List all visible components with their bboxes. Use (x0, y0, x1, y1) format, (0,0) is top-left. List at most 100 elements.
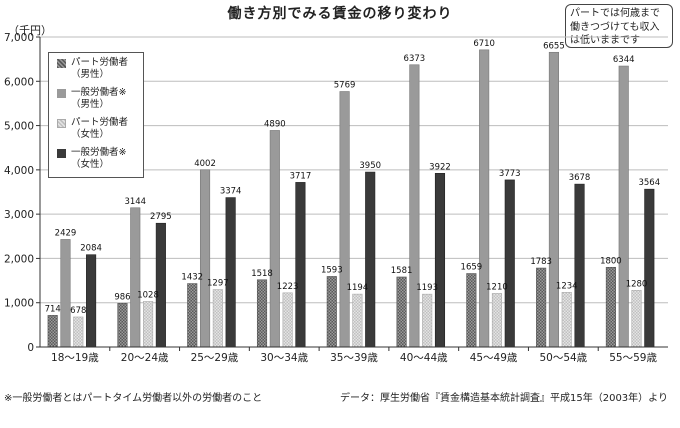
y-tick-label: 0 (27, 342, 34, 354)
x-tick-label: 30～34歳 (260, 352, 308, 364)
bar (466, 273, 477, 348)
bar (225, 197, 236, 348)
data-label: 1193 (416, 283, 438, 293)
legend-swatch (57, 149, 66, 158)
data-label: 2429 (55, 228, 77, 238)
legend-swatch (57, 59, 66, 68)
data-label: 1581 (391, 266, 413, 276)
y-tick-label: 3,000 (4, 209, 34, 221)
y-tick-label: 1,000 (4, 298, 34, 310)
legend-label: パート労働者 （女性） (71, 117, 129, 140)
data-label: 1028 (137, 290, 159, 300)
legend-item-part-male: パート労働者 （男性） (49, 53, 143, 83)
x-tick-label: 20～24歳 (121, 352, 169, 364)
data-label: 5769 (334, 81, 356, 91)
data-label: 3144 (124, 197, 146, 207)
data-label: 3717 (290, 171, 312, 181)
legend-label: 一般労働者※ （男性） (71, 87, 127, 110)
bar (73, 316, 84, 348)
legend-swatch (57, 119, 66, 128)
bar (282, 292, 293, 348)
data-label: 1518 (251, 269, 273, 279)
x-tick-label: 50～54歳 (539, 352, 587, 364)
data-label: 986 (114, 292, 130, 302)
data-label: 6710 (473, 39, 495, 49)
bar (256, 279, 268, 348)
callout-line-3: は低いままです (570, 35, 640, 46)
y-axis-unit-label: （千円） (8, 24, 52, 37)
bar (644, 188, 655, 348)
bar (631, 290, 642, 348)
bar (574, 183, 585, 348)
bar (155, 222, 166, 348)
data-label: 6373 (404, 54, 426, 64)
data-label: 6655 (543, 41, 565, 51)
data-label: 3678 (569, 173, 591, 183)
x-tick-label: 18～19歳 (51, 352, 99, 364)
data-label: 3773 (499, 169, 521, 179)
y-tick-label: 4,000 (4, 165, 34, 177)
bar (365, 171, 376, 348)
x-tick-label: 55～59歳 (609, 352, 657, 364)
data-label: 3950 (359, 161, 381, 171)
bar (491, 293, 503, 348)
data-label: 1234 (556, 281, 578, 291)
data-label: 3922 (429, 162, 451, 172)
x-tick-label: 25～29歳 (191, 352, 239, 364)
legend-item-general-female: 一般労働者※ （女性） (49, 143, 143, 173)
legend-item-part-female: パート労働者 （女性） (49, 113, 143, 143)
bar (409, 64, 420, 348)
data-label: 1297 (207, 279, 229, 289)
bar (187, 283, 198, 348)
data-label: 1783 (530, 257, 552, 267)
bar (618, 65, 629, 348)
legend-item-general-male: 一般労働者※ （男性） (49, 83, 143, 113)
bar (504, 179, 515, 348)
legend-label: 一般労働者※ （女性） (71, 147, 127, 170)
callout-line-2: 働きつづけても収入 (570, 21, 660, 33)
bar (396, 276, 407, 348)
bar (269, 130, 280, 348)
y-tick-label: 5,000 (4, 121, 34, 133)
bar (130, 207, 141, 348)
data-label: 4890 (264, 119, 286, 129)
data-label: 1210 (486, 282, 508, 292)
y-tick-label: 2,000 (4, 253, 34, 265)
data-label: 2795 (150, 212, 172, 222)
bar (422, 293, 433, 348)
chart-title: 働き方別でみる賃金の移り変わり (227, 6, 453, 22)
y-tick-label: 7,000 (4, 32, 34, 44)
chart-legend: パート労働者 （男性） 一般労働者※ （男性） パート労働者 （女性） 一般労働… (48, 52, 144, 178)
data-label: 678 (70, 306, 86, 316)
bar (295, 182, 306, 348)
bar (339, 91, 350, 348)
legend-label: パート労働者 （男性） (71, 57, 129, 80)
bar (117, 303, 128, 348)
data-source: データ：厚生労働省『賃金構造基本統計調査』平成15年（2003年）より (340, 393, 668, 404)
legend-swatch (57, 89, 66, 98)
data-label: 4002 (194, 159, 216, 169)
data-label: 1659 (461, 263, 483, 273)
data-label: 3374 (220, 187, 242, 197)
bar (60, 239, 71, 348)
x-tick-label: 35～39歳 (330, 352, 378, 364)
data-label: 1194 (347, 283, 369, 293)
bar (605, 266, 616, 348)
bar (212, 289, 223, 348)
callout-line-1: パートでは何歳まで (570, 8, 660, 19)
y-tick-label: 6,000 (4, 76, 34, 88)
bar (199, 169, 211, 348)
data-label: 1223 (277, 282, 299, 292)
bar (434, 173, 446, 348)
bar (536, 267, 547, 348)
data-label: 1280 (626, 279, 648, 289)
bar (548, 51, 559, 348)
bar (352, 293, 363, 348)
x-tick-label: 40～44歳 (400, 352, 448, 364)
bar (479, 49, 490, 348)
data-label: 1432 (181, 273, 203, 283)
bar (143, 301, 154, 348)
bar (47, 315, 58, 348)
bar (326, 276, 337, 348)
